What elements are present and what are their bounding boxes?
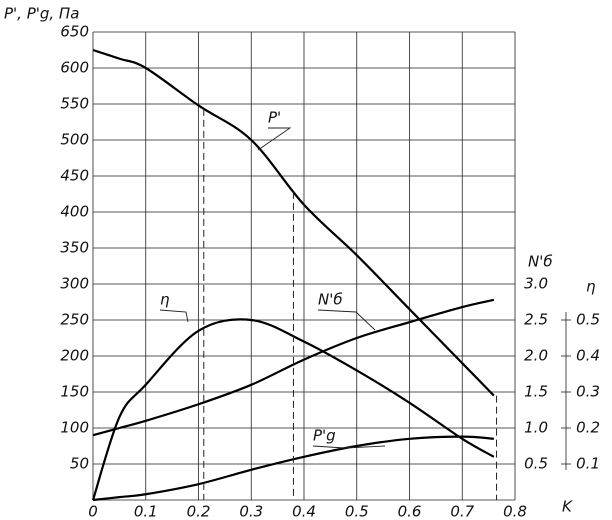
y-tick-label: 100 xyxy=(60,419,89,437)
x-tick-label: 0.7 xyxy=(450,503,474,520)
leader-line xyxy=(317,309,376,331)
x-axis-title: K xyxy=(562,498,573,516)
y2-axis-title: N'б xyxy=(528,253,553,271)
y3-tick-label: 0.3 xyxy=(576,383,600,401)
x-tick-label: 0.4 xyxy=(292,503,316,520)
y2-tick-label: 2.0 xyxy=(524,347,548,365)
y-tick-label: 150 xyxy=(60,383,89,401)
y-tick-label: 650 xyxy=(60,23,89,41)
series-line xyxy=(92,435,494,502)
y-tick-label: 200 xyxy=(60,347,89,365)
x-tick-label: 0.8 xyxy=(503,503,527,520)
x-tick-label: 0.2 xyxy=(187,503,211,520)
series-line xyxy=(92,48,495,397)
y3-axis-title: η xyxy=(586,278,596,296)
y3-tick-label: 0.2 xyxy=(576,419,600,437)
x-tick-label: 0.6 xyxy=(398,503,422,520)
y-tick-label: 350 xyxy=(60,239,89,257)
series-label: P' xyxy=(268,109,281,127)
y-tick-label: 600 xyxy=(60,59,89,77)
series-line xyxy=(92,298,495,437)
series-label: P'g xyxy=(313,427,336,445)
x-tick-label: 0.3 xyxy=(239,503,263,520)
leader-line xyxy=(257,127,292,151)
y3-tick-label: 0.5 xyxy=(576,311,600,329)
y2-tick-label: 3.0 xyxy=(524,275,548,293)
y2-tick-label: 0.5 xyxy=(524,455,548,473)
y2-tick-label: 1.0 xyxy=(524,419,548,437)
y-tick-label: 500 xyxy=(60,131,89,149)
leader-line xyxy=(312,445,386,449)
x-tick-label: 0.5 xyxy=(345,503,369,520)
y3-tick-label: 0.4 xyxy=(576,347,600,365)
y2-tick-label: 2.5 xyxy=(524,311,548,329)
y-tick-label: 400 xyxy=(60,203,89,221)
y-tick-label: 300 xyxy=(60,275,89,293)
leader-line xyxy=(159,309,189,323)
series-line xyxy=(91,318,495,501)
y-tick-label: 550 xyxy=(60,95,89,113)
series-label: η xyxy=(160,291,170,309)
y2-tick-label: 1.5 xyxy=(524,383,548,401)
y-tick-label: 250 xyxy=(60,311,89,329)
y-tick-label: 450 xyxy=(60,167,89,185)
y3-tick-label: 0.1 xyxy=(576,455,600,473)
x-tick-label: 0.1 xyxy=(134,503,158,520)
y-axis-title: P', P'g, Па xyxy=(4,5,79,23)
series-label: N'б xyxy=(318,291,343,309)
y-tick-label: 50 xyxy=(70,455,89,473)
x-tick-label: 0 xyxy=(88,503,98,520)
